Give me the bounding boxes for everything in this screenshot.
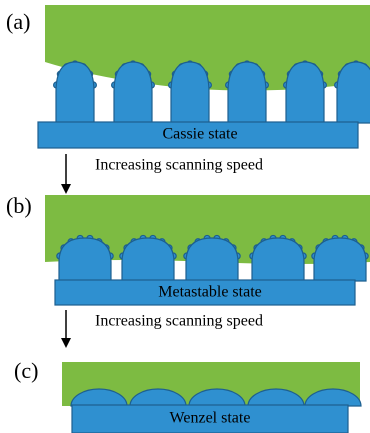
diagram: (a) Cassie state Increasing scanning spe… — [0, 0, 370, 433]
arrow-head — [61, 184, 71, 194]
arrow-head — [61, 338, 71, 348]
pillar — [114, 62, 152, 123]
arrow-label: Increasing scanning speed — [95, 157, 263, 174]
panel-label: (b) — [6, 193, 32, 218]
arrow-label: Increasing scanning speed — [95, 313, 263, 330]
pillars — [71, 389, 361, 406]
pillar — [286, 62, 324, 123]
pillar — [228, 62, 266, 123]
pillar — [56, 62, 94, 123]
state-label: Wenzel state — [170, 410, 251, 427]
pillar — [171, 62, 209, 123]
pillar — [186, 238, 238, 281]
pillar — [252, 238, 304, 281]
pillar — [122, 238, 174, 281]
panel-label: (a) — [6, 9, 30, 34]
pillar — [314, 238, 366, 281]
pillar — [337, 62, 370, 123]
state-label: Metastable state — [158, 284, 262, 301]
state-label: Cassie state — [162, 126, 237, 143]
pillar — [59, 238, 111, 281]
panel-label: (c) — [14, 358, 38, 383]
